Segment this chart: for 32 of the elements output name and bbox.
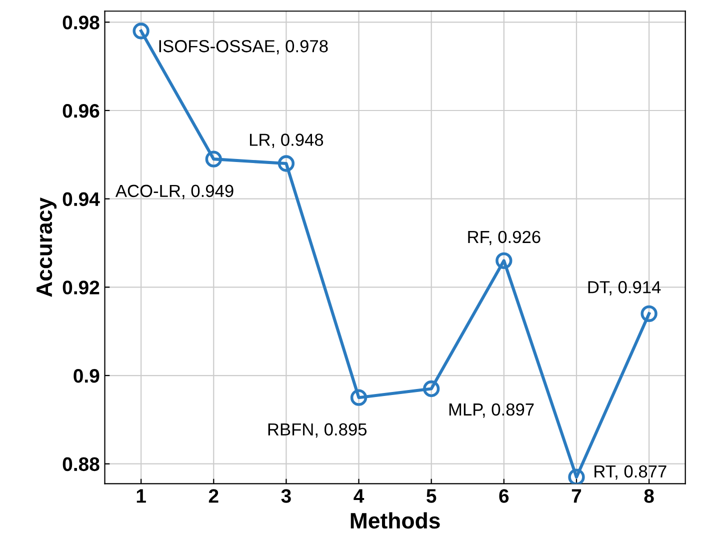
point [423, 380, 440, 398]
annotation: ISOFS-OSSAE, 0.978 [159, 40, 328, 54]
y-tick-label: 0.98 [62, 16, 100, 30]
annotation: LR, 0.948 [250, 134, 324, 148]
annotation: RF, 0.926 [468, 230, 540, 246]
point [205, 150, 222, 168]
y-tick-label: 0.92 [62, 280, 100, 294]
x-tick-label: 8 [644, 489, 654, 503]
point [568, 468, 585, 484]
point [496, 252, 512, 270]
annotation: RBFN, 0.895 [268, 423, 367, 438]
annotation: MLP, 0.897 [449, 403, 534, 418]
point [350, 389, 368, 406]
x-tick-label: 5 [426, 489, 436, 503]
x-tick-label: 3 [281, 489, 291, 503]
x-tick-label: 2 [208, 489, 218, 503]
y-tick-label: 0.9 [74, 368, 100, 383]
x-axis-title: Methods [350, 512, 440, 529]
y-axis-title: Accuracy [36, 198, 57, 297]
x-tick-label: 6 [499, 489, 509, 503]
y-tick-label: 0.94 [62, 192, 100, 206]
point [132, 22, 150, 40]
point [278, 155, 295, 172]
x-tick-label: 7 [572, 489, 582, 503]
y-tick-label: 0.96 [62, 104, 100, 118]
x-tick-label: 1 [136, 489, 146, 503]
annotation: ACO-LR, 0.949 [115, 184, 234, 200]
point [640, 305, 658, 322]
x-tick-label: 4 [354, 489, 364, 503]
y-tick-label: 0.88 [62, 457, 100, 472]
annotation: DT, 0.914 [588, 281, 661, 296]
annotation: RT, 0.877 [594, 465, 666, 480]
